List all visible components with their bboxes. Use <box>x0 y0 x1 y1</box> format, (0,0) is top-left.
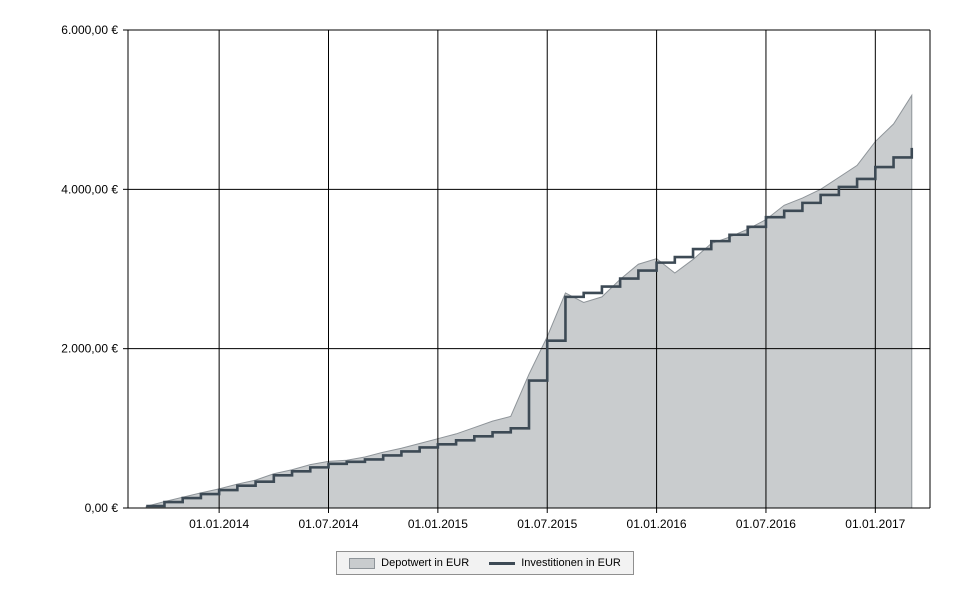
legend-label-depotwert: Depotwert in EUR <box>381 557 470 569</box>
chart-legend: Depotwert in EUR Investitionen in EUR <box>0 551 970 575</box>
x-axis-label: 01.07.2014 <box>298 517 358 531</box>
y-axis-label: 0,00 € <box>85 501 119 515</box>
y-axis-label: 6.000,00 € <box>61 23 118 37</box>
y-axis-label: 4.000,00 € <box>61 182 118 196</box>
depotwert-area <box>145 93 913 509</box>
x-axis-label: 01.01.2015 <box>408 517 468 531</box>
x-axis-label: 01.07.2016 <box>736 517 796 531</box>
chart-svg: 0,00 € 2.000,00 € 4.000,00 € 6.000,00 € 01.0… <box>61 23 931 531</box>
line-swatch-icon <box>489 561 516 565</box>
legend-item-investitionen: Investitionen in EUR <box>489 557 621 569</box>
investitionen-line <box>146 147 914 508</box>
x-axis-label: 01.01.2016 <box>627 517 687 531</box>
legend-box: Depotwert in EUR Investitionen in EUR <box>336 551 634 575</box>
x-axis-label: 01.07.2015 <box>517 517 577 531</box>
x-axis-label: 01.01.2014 <box>189 517 249 531</box>
x-axis-label: 01.01.2017 <box>845 517 905 531</box>
chart: 0,00 € 2.000,00 € 4.000,00 € 6.000,00 € 01.0… <box>61 23 931 531</box>
legend-item-depotwert: Depotwert in EUR <box>349 557 469 569</box>
area-swatch-icon <box>349 557 376 569</box>
y-axis-label: 2.000,00 € <box>61 342 118 356</box>
legend-label-investitionen: Investitionen in EUR <box>521 557 621 569</box>
